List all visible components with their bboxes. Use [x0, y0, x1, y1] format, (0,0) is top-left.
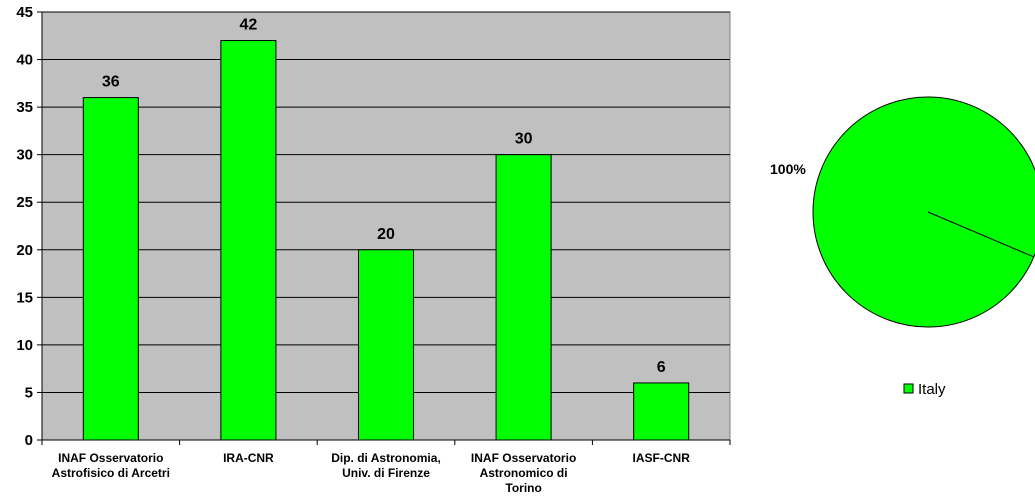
y-tick-label: 20 [16, 242, 33, 259]
category-label: IASF-CNR [633, 451, 691, 465]
pie-slice-edge [927, 211, 1035, 258]
y-tick-label: 5 [25, 384, 33, 401]
y-tick-label: 25 [16, 194, 33, 211]
y-tick-label: 40 [16, 52, 33, 69]
y-tick-label: 0 [25, 432, 33, 449]
pie: 100% [770, 96, 1035, 328]
category-label: Astronomico di [480, 466, 568, 480]
y-tick-label: 15 [16, 289, 33, 306]
data-label: 6 [657, 359, 666, 376]
bars: 36 42 20 30 6 [82, 17, 690, 441]
category-label: Univ. di Firenze [342, 466, 430, 480]
legend-swatch [903, 383, 914, 394]
bar [357, 249, 415, 441]
bar [495, 154, 552, 441]
bar [633, 382, 690, 441]
category-label: Astrofisico di Arcetri [52, 466, 170, 480]
pie-percent-label: 100% [770, 161, 806, 177]
y-tick-label: 35 [16, 99, 33, 116]
data-label: 20 [377, 226, 395, 243]
pie-slice [812, 96, 1035, 328]
bar-chart: 36 42 20 30 6 0 5 10 15 20 25 30 35 40 45 INAF Osserva… [16, 4, 731, 495]
data-label: 42 [240, 17, 258, 34]
pie-legend: Italy [903, 381, 946, 398]
y-tick-label: 30 [16, 147, 33, 164]
data-label: 30 [515, 131, 533, 148]
grid-lines [42, 11, 730, 393]
category-label: IRA-CNR [223, 451, 274, 465]
category-label: INAF Osservatorio [58, 451, 163, 465]
bar [220, 40, 277, 441]
category-label: INAF Osservatorio [471, 451, 576, 465]
y-tick-label: 10 [16, 337, 33, 354]
category-label: Dip. di Astronomia, [331, 451, 441, 465]
category-label: Torino [505, 481, 541, 495]
legend-label: Italy [918, 381, 946, 398]
y-tick-label: 45 [16, 4, 33, 21]
data-label: 36 [102, 74, 120, 91]
